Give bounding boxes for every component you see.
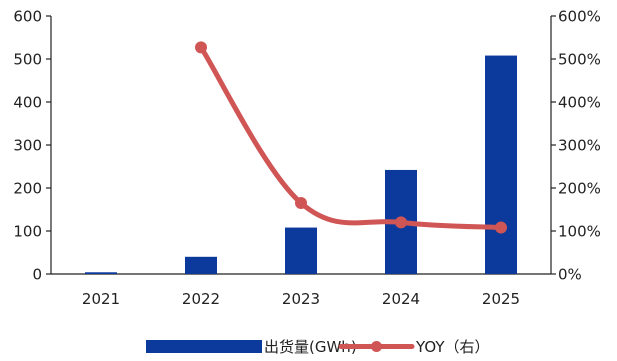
yoy-point <box>495 221 507 234</box>
x-tick-label: 2022 <box>182 290 220 308</box>
bar <box>485 55 517 275</box>
bar <box>185 256 217 274</box>
yoy-point <box>295 197 307 210</box>
x-tick-label: 2021 <box>82 290 120 308</box>
yoy-line <box>198 44 504 231</box>
y-right-tick-label: 600% <box>558 8 601 26</box>
y-left-tick-label: 300 <box>13 137 42 155</box>
line-series <box>195 41 507 234</box>
y-left-tick-label: 0 <box>32 266 42 284</box>
legend: 出货量(GWh) YOY（右） <box>146 338 490 356</box>
bar-series <box>85 55 517 275</box>
y-left-tick-label: 200 <box>13 180 42 198</box>
x-tick-label: 2025 <box>482 290 520 308</box>
x-tick-label: 2023 <box>282 290 320 308</box>
yoy-point <box>395 216 407 229</box>
y-right-tick-label: 300% <box>558 137 601 155</box>
y-left-tick-label: 100 <box>13 223 42 241</box>
legend-bar-swatch <box>146 340 262 353</box>
y-right-tick-label: 100% <box>558 223 601 241</box>
y-right-tick-label: 200% <box>558 180 601 198</box>
legend-bar-label: 出货量(GWh) <box>264 338 357 356</box>
y-right-tick-label: 500% <box>558 51 601 69</box>
legend-line-marker <box>371 341 382 352</box>
yoy-point <box>195 41 207 54</box>
legend-line-label: YOY（右） <box>415 338 490 356</box>
y-left-tick-label: 400 <box>13 94 42 112</box>
bar <box>285 227 317 274</box>
x-tick-label: 2024 <box>382 290 420 308</box>
y-left-tick-label: 500 <box>13 51 42 69</box>
tick-labels: 0 100 200 300 400 500 600 0% 100% 200% 300% 400% 500… <box>13 8 601 309</box>
y-right-tick-label: 400% <box>558 94 601 112</box>
bar <box>85 272 117 274</box>
y-left-tick-label: 600 <box>13 8 42 26</box>
y-right-tick-label: 0% <box>558 266 582 284</box>
